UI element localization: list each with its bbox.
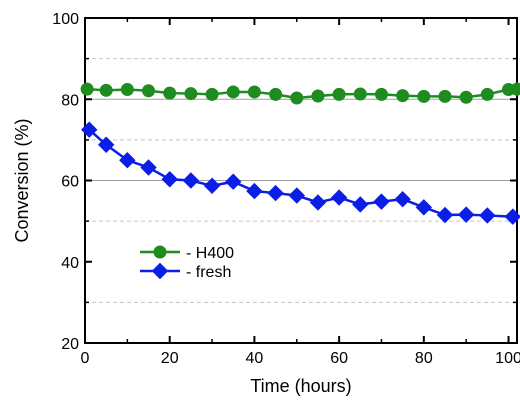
data-point — [97, 136, 115, 153]
data-point — [225, 173, 242, 190]
data-point — [374, 87, 388, 101]
x-axis-title: Time (hours) — [250, 376, 351, 396]
legend-item-h400: - H400 — [140, 245, 234, 262]
data-point — [140, 159, 157, 176]
legend: - H400 - fresh — [140, 245, 234, 281]
data-point — [479, 207, 496, 224]
data-point — [417, 89, 431, 103]
y-axis-title: Conversion (%) — [12, 118, 32, 242]
data-point — [119, 151, 136, 169]
data-point — [99, 83, 113, 97]
y-tick-label: 100 — [52, 11, 79, 28]
data-point — [184, 87, 198, 101]
data-point — [438, 89, 452, 103]
series-line — [88, 128, 513, 218]
data-point — [288, 187, 305, 204]
data-point — [267, 184, 284, 202]
data-point — [120, 83, 134, 96]
series-h400 — [80, 82, 520, 105]
y-tick-label: 40 — [61, 255, 79, 272]
data-point — [142, 84, 156, 98]
data-point — [457, 206, 475, 223]
x-tick-label: 40 — [246, 350, 264, 367]
data-point — [510, 82, 520, 96]
data-point — [80, 82, 94, 96]
data-point — [330, 189, 348, 206]
data-point — [332, 87, 346, 101]
data-point — [480, 87, 494, 101]
data-point — [247, 85, 261, 99]
data-point — [352, 196, 369, 213]
data-point — [81, 121, 98, 138]
y-tick-label: 20 — [61, 336, 79, 353]
legend-marker — [153, 245, 167, 259]
data-point — [205, 87, 219, 101]
data-point — [394, 190, 411, 208]
data-point — [309, 194, 327, 211]
x-tick-label: 100 — [495, 350, 520, 367]
legend-item-fresh: - fresh — [140, 262, 231, 281]
data-point — [203, 177, 221, 194]
data-point — [161, 171, 178, 188]
data-point — [290, 91, 304, 105]
y-tick-label: 60 — [61, 174, 79, 191]
data-series — [80, 82, 520, 225]
legend-label: - H400 — [186, 245, 234, 262]
series-fresh — [81, 121, 520, 225]
data-point — [163, 86, 177, 100]
series-line — [87, 87, 518, 100]
data-point — [459, 90, 473, 104]
data-point — [269, 87, 283, 101]
axes — [84, 17, 518, 344]
data-point — [246, 182, 263, 200]
data-point — [504, 208, 520, 225]
y-tick-label: 80 — [61, 92, 79, 109]
legend-marker — [151, 262, 169, 280]
data-point — [436, 206, 454, 224]
data-point — [373, 193, 390, 210]
x-tick-label: 20 — [161, 350, 179, 367]
legend-label: - fresh — [186, 264, 231, 281]
x-tick-label: 0 — [81, 350, 90, 367]
x-tick-label: 60 — [330, 350, 348, 367]
data-point — [353, 87, 367, 101]
data-point — [415, 199, 433, 216]
x-tick-label: 80 — [415, 350, 433, 367]
data-point — [226, 85, 240, 99]
data-point — [396, 89, 410, 103]
data-point — [311, 89, 325, 103]
data-point — [182, 172, 200, 189]
